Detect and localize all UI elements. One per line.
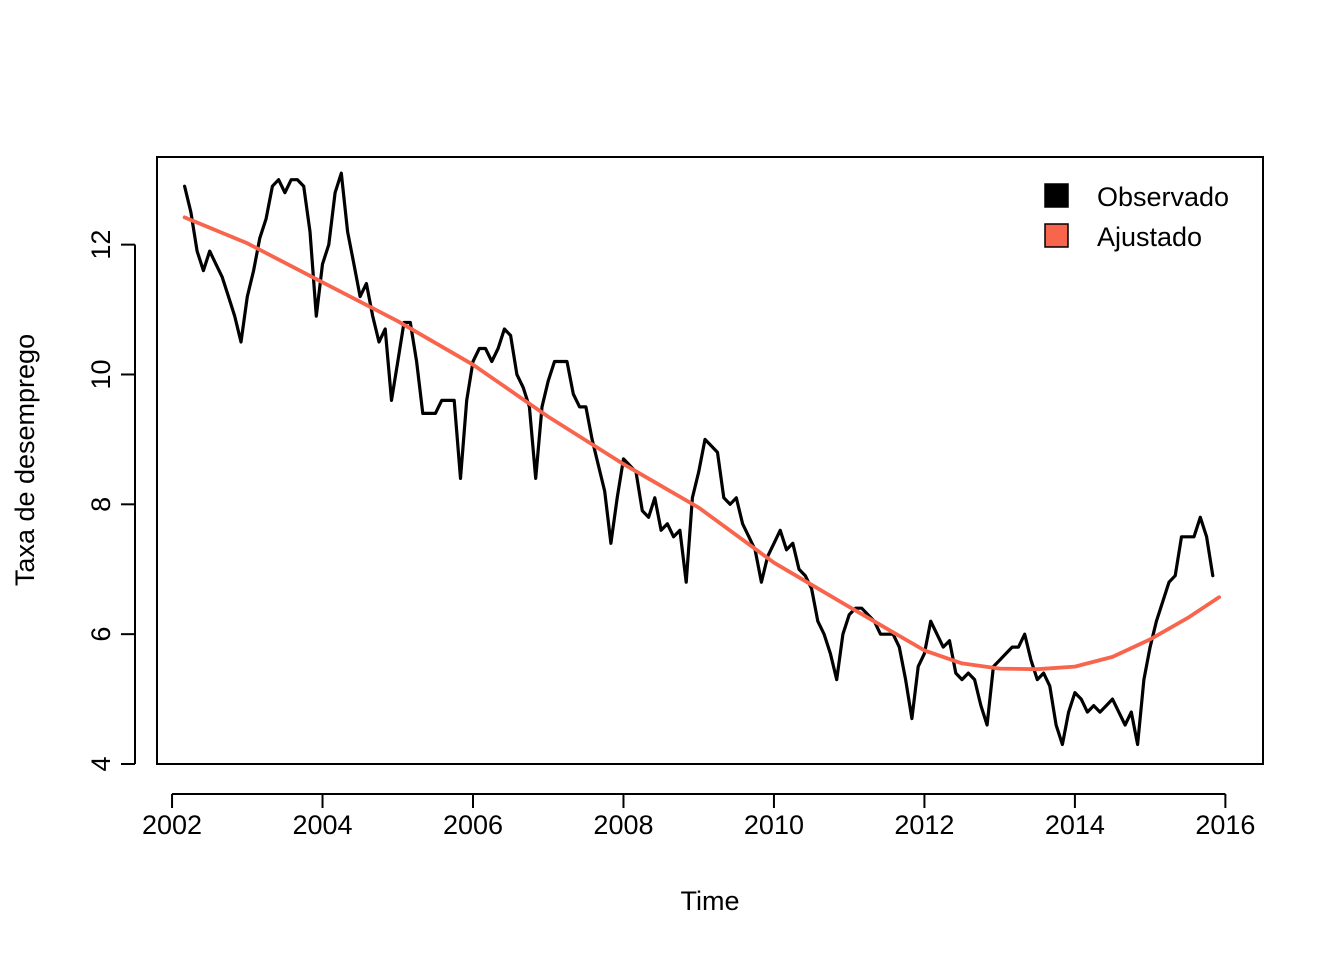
x-tick-label: 2008 <box>593 810 653 840</box>
x-tick-label: 2006 <box>443 810 503 840</box>
x-tick-label: 2002 <box>142 810 202 840</box>
x-tick-label: 2016 <box>1195 810 1255 840</box>
y-tick-label: 12 <box>86 230 116 260</box>
x-tick-label: 2012 <box>894 810 954 840</box>
plot-frame <box>156 156 1264 765</box>
x-axis: 2002 2004 2006 2008 2010 2012 2014 2016 <box>142 793 1255 840</box>
series-line-observado <box>183 171 1215 747</box>
y-axis-title: Taxa de desemprego <box>10 334 40 586</box>
x-tick-label: 2014 <box>1045 810 1105 840</box>
legend-swatch-observado <box>1044 183 1069 208</box>
legend-label-observado: Observado <box>1097 182 1229 212</box>
y-axis: 4 6 8 10 12 <box>86 230 136 772</box>
y-tick-label: 8 <box>86 497 116 512</box>
legend-swatch-ajustado <box>1044 223 1069 248</box>
legend: Observado Ajustado <box>1044 182 1229 252</box>
y-tick-label: 6 <box>86 627 116 642</box>
y-tick-label: 4 <box>86 756 116 771</box>
legend-label-ajustado: Ajustado <box>1097 222 1202 252</box>
x-tick-label: 2010 <box>744 810 804 840</box>
series-layer <box>182 171 1221 747</box>
y-tick-label: 10 <box>86 359 116 389</box>
series-line-ajustado <box>182 215 1221 672</box>
x-axis-title: Time <box>681 886 740 916</box>
x-tick-label: 2004 <box>292 810 352 840</box>
